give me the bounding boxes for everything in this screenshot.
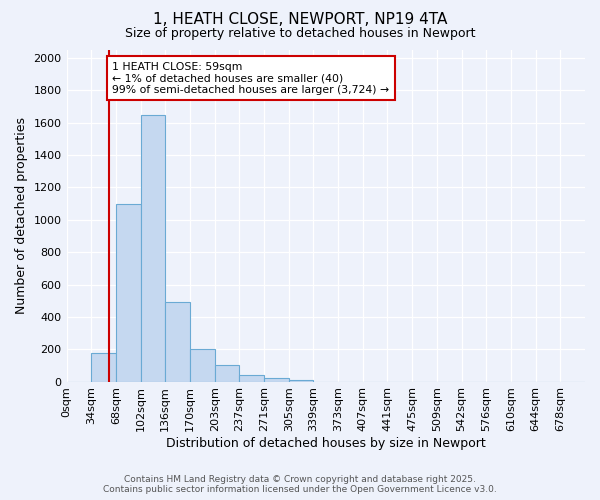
Text: Size of property relative to detached houses in Newport: Size of property relative to detached ho… [125,28,475,40]
Bar [239,375,264,382]
Bar [116,204,140,382]
Bar [289,380,313,382]
Bar [190,349,215,382]
Y-axis label: Number of detached properties: Number of detached properties [15,118,28,314]
Bar [215,366,239,382]
Bar [264,378,289,382]
Text: 1 HEATH CLOSE: 59sqm
← 1% of detached houses are smaller (40)
99% of semi-detach: 1 HEATH CLOSE: 59sqm ← 1% of detached ho… [112,62,389,95]
Bar [140,114,165,382]
X-axis label: Distribution of detached houses by size in Newport: Distribution of detached houses by size … [166,437,485,450]
Bar [165,302,190,382]
Bar [91,354,116,382]
Text: Contains HM Land Registry data © Crown copyright and database right 2025.
Contai: Contains HM Land Registry data © Crown c… [103,474,497,494]
Text: 1, HEATH CLOSE, NEWPORT, NP19 4TA: 1, HEATH CLOSE, NEWPORT, NP19 4TA [153,12,447,28]
